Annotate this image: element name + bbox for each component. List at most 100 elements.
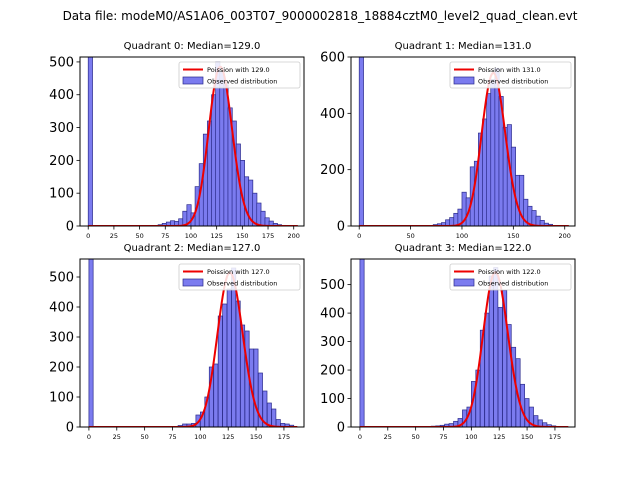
x-tick-label: 50: [406, 232, 414, 240]
poisson-curve: [88, 271, 298, 427]
histogram-bar: [217, 315, 223, 427]
x-tick-label: 150: [521, 433, 533, 441]
y-tick-label: 0: [66, 220, 74, 235]
histogram-bar: [535, 215, 541, 226]
x-tick-label: 100: [465, 433, 477, 441]
legend-box: [449, 61, 572, 89]
x-tick-label: 125: [222, 433, 234, 441]
x-tick-label: 75: [161, 232, 169, 240]
x-tick-label: 75: [168, 433, 176, 441]
legend-bar-label: Observed distribution: [207, 280, 277, 288]
histogram-bar: [486, 93, 492, 226]
y-tick-label: 400: [320, 107, 345, 122]
y-tick-label: 200: [49, 154, 74, 169]
legend-box: [449, 263, 572, 291]
histogram-bar: [253, 348, 259, 427]
subplot-title: Quadrant 0: Median=129.0: [124, 41, 261, 52]
x-tick-label: 175: [262, 232, 274, 240]
x-tick-label: 200: [288, 232, 300, 240]
histogram-bar: [488, 275, 494, 427]
histogram-bar: [358, 57, 364, 226]
subplot-title: Quadrant 2: Median=127.0: [124, 243, 261, 254]
x-tick-label: 125: [493, 433, 505, 441]
histogram-bar: [493, 267, 499, 427]
x-tick-label: 0: [358, 433, 362, 441]
x-tick-label: 150: [507, 232, 519, 240]
legend-box: [178, 61, 301, 89]
legend-line-label: Poission with 127.0: [207, 268, 270, 276]
y-tick-label: 400: [49, 301, 74, 316]
histogram-bar: [256, 202, 262, 226]
histogram-bar: [226, 288, 232, 427]
plot-area: [358, 57, 569, 226]
histogram-bar: [484, 312, 490, 427]
x-tick-label: 200: [559, 232, 571, 240]
panel-quadrant-2: 0 25 50 75 100 125 150 175 0 100 200 300 400 500 Quadr…: [49, 243, 305, 441]
legend: Poission with 131.0 Observed distribution: [449, 61, 572, 89]
panel-quadrant-0: 0 25 50 75 100 125 150 175 200 0 100 200 300 400 500 Qu…: [49, 41, 305, 240]
x-tick-label: 100: [194, 433, 206, 441]
y-tick-label: 500: [49, 271, 74, 286]
histogram-bar: [213, 363, 219, 427]
y-tick-label: 300: [49, 331, 74, 346]
poisson-curve: [88, 65, 298, 226]
x-tick-label: 50: [140, 433, 148, 441]
histogram-bar: [222, 303, 228, 427]
axes-frame: [350, 56, 576, 227]
y-tick-label: 400: [49, 88, 74, 103]
x-tick-label: 0: [86, 232, 90, 240]
x-tick-label: 175: [549, 433, 561, 441]
x-tick-label: 25: [110, 232, 118, 240]
y-tick-label: 200: [49, 361, 74, 376]
legend-bar-label: Observed distribution: [478, 280, 548, 288]
histogram-bar: [260, 210, 266, 226]
y-tick-label: 500: [320, 278, 345, 293]
x-tick-label: 150: [250, 433, 262, 441]
subplot-title: Quadrant 1: Median=131.0: [395, 41, 532, 52]
legend-line-label: Poission with 129.0: [207, 66, 270, 74]
y-tick-label: 100: [49, 391, 74, 406]
legend-bar-swatch: [453, 76, 475, 85]
y-tick-label: 0: [66, 421, 74, 436]
x-tick-label: 175: [278, 433, 290, 441]
panel-quadrant-1: 0 50 100 150 200 0 200 400 600 Quadrant 1: Median…: [320, 41, 576, 240]
histogram-bar: [482, 118, 488, 226]
histogram-bar: [490, 79, 496, 226]
y-tick-label: 200: [320, 163, 345, 178]
poisson-curve: [359, 271, 569, 427]
y-tick-label: 600: [320, 51, 345, 66]
x-tick-label: 0: [357, 232, 361, 240]
x-tick-label: 25: [384, 433, 392, 441]
histogram-bar: [531, 210, 537, 226]
legend: Poission with 129.0 Observed distribution: [178, 61, 301, 89]
legend: Poission with 122.0 Observed distribution: [449, 263, 572, 291]
y-tick-label: 300: [49, 121, 74, 136]
histogram-bar: [211, 94, 217, 226]
legend-line-label: Poission with 131.0: [478, 66, 541, 74]
x-tick-label: 100: [456, 232, 468, 240]
axes-frame: [79, 258, 305, 428]
panel-quadrant-3: 0 25 50 75 100 125 150 175 0 100 200 300 400 500 Quadr…: [320, 243, 576, 441]
histogram-bar: [231, 267, 237, 427]
legend-bar-swatch: [182, 76, 204, 85]
legend-box: [178, 263, 301, 291]
legend-bar-swatch: [453, 278, 475, 287]
legend-bar-swatch: [182, 278, 204, 287]
x-tick-label: 125: [210, 232, 222, 240]
legend-line-label: Poission with 122.0: [478, 268, 541, 276]
histogram-bar: [219, 71, 225, 226]
histogram-bar: [449, 217, 455, 226]
histogram-bar: [264, 217, 270, 226]
axes-frame: [79, 56, 305, 227]
x-tick-label: 0: [87, 433, 91, 441]
histogram-bar: [223, 84, 229, 226]
histogram-bar: [235, 300, 241, 427]
subplot-title: Quadrant 3: Median=122.0: [395, 243, 532, 254]
figure-suptitle: Data file: modeM0/AS1A06_003T07_90000028…: [63, 9, 578, 23]
histogram-bar: [88, 259, 94, 427]
histogram-bar: [271, 408, 277, 427]
y-tick-label: 100: [49, 187, 74, 202]
y-tick-label: 500: [49, 55, 74, 70]
histogram-bar: [244, 176, 250, 226]
